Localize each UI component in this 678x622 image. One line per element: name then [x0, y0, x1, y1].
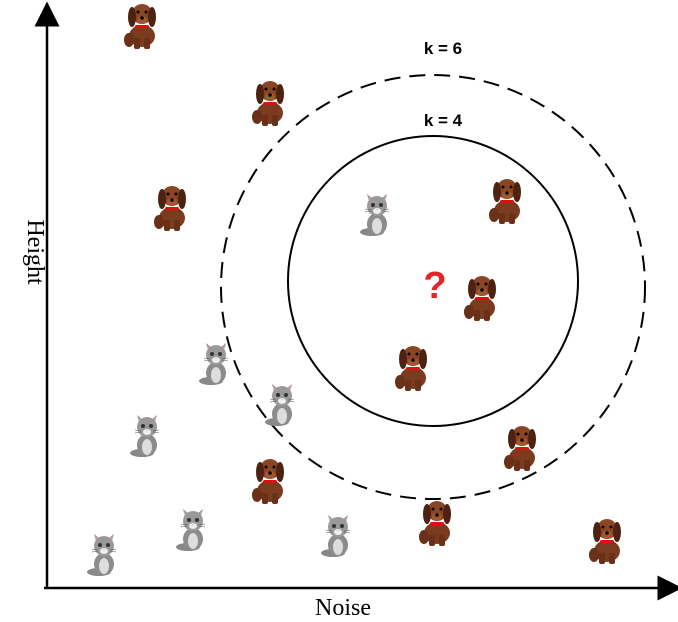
k6-label: k = 6 [424, 39, 462, 58]
k6-circle [220, 74, 646, 500]
dog [464, 276, 496, 321]
dog [124, 4, 156, 49]
dog [504, 426, 536, 471]
dog [489, 179, 521, 224]
query-point: ? [423, 265, 446, 307]
dog [252, 459, 284, 504]
dog [154, 186, 186, 231]
cat [129, 414, 160, 458]
cat [264, 383, 295, 427]
cat [359, 193, 390, 237]
dog [419, 501, 451, 546]
cat [86, 533, 117, 577]
cats [86, 193, 390, 577]
dog [395, 346, 427, 391]
dogs [124, 4, 621, 564]
cat [198, 342, 229, 386]
dog [589, 519, 621, 564]
x-axis-title: Noise [315, 595, 371, 621]
y-axis-title: Height [22, 219, 48, 285]
k4-label: k = 4 [424, 111, 463, 130]
cat [175, 508, 206, 552]
cat [320, 514, 351, 558]
dog [252, 81, 284, 126]
k4-circle [287, 135, 579, 427]
